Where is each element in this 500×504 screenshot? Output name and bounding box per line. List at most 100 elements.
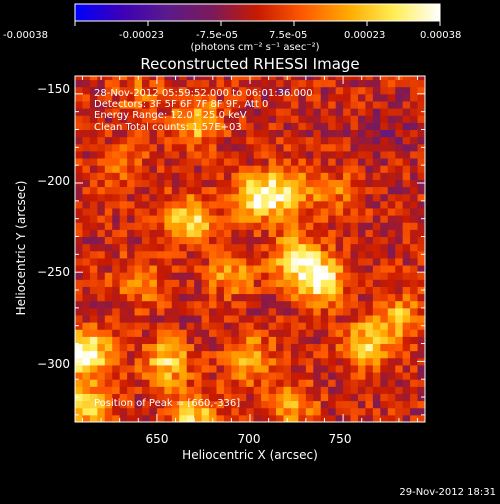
heatmap-cell — [201, 379, 210, 387]
heatmap-cell — [328, 357, 337, 366]
heatmap-cell — [112, 364, 121, 373]
heatmap-cell — [179, 229, 188, 238]
heatmap-cell — [253, 215, 262, 223]
heatmap-cell — [194, 100, 203, 109]
heatmap-cell — [194, 257, 203, 266]
heatmap-cell — [209, 222, 217, 230]
heatmap-cell — [216, 300, 225, 309]
heatmap-cell — [201, 108, 210, 116]
heatmap-cell — [276, 272, 285, 280]
heatmap-cell — [350, 93, 359, 102]
heatmap-cell — [380, 407, 389, 416]
heatmap-cell — [216, 293, 225, 302]
heatmap-cell — [283, 250, 292, 259]
heatmap-cell — [194, 186, 203, 195]
heatmap-cell — [253, 93, 262, 102]
heatmap-cell — [104, 250, 113, 259]
heatmap-cell — [313, 336, 322, 345]
heatmap-cell — [261, 364, 270, 373]
heatmap-cell — [343, 272, 352, 280]
heatmap-cell — [357, 379, 366, 387]
heatmap-cell — [97, 108, 106, 116]
heatmap-cell — [380, 108, 389, 116]
heatmap-cell — [246, 372, 255, 380]
heatmap-cell — [320, 229, 329, 238]
heatmap-cell — [313, 343, 322, 352]
heatmap-cell — [246, 158, 255, 166]
colorbar-tick-label-0: -0.00038 — [3, 30, 48, 41]
heatmap-cell — [313, 322, 322, 330]
heatmap-cell — [305, 243, 314, 252]
heatmap-cell — [119, 393, 128, 402]
heatmap-cell — [216, 265, 225, 273]
heatmap-cell — [305, 122, 314, 130]
heatmap-cell — [119, 179, 128, 188]
heatmap-cell — [276, 372, 285, 380]
heatmap-cell — [320, 393, 329, 402]
heatmap-cell — [253, 76, 262, 81]
heatmap-cell — [313, 314, 322, 323]
heatmap-cell — [201, 86, 210, 95]
heatmap-cell — [365, 236, 374, 245]
heatmap-cell — [276, 79, 285, 88]
heatmap-cell — [171, 179, 180, 188]
heatmap-cell — [231, 343, 240, 352]
heatmap-cell — [395, 193, 404, 202]
heatmap-cell — [313, 115, 322, 123]
heatmap-cell — [89, 229, 98, 238]
heatmap-cell — [350, 79, 359, 88]
heatmap-cell — [261, 293, 270, 302]
heatmap-cell — [298, 236, 307, 245]
heatmap-cell — [238, 122, 247, 130]
heatmap-cell — [97, 300, 106, 309]
heatmap-cell — [164, 143, 173, 152]
heatmap-cell — [365, 143, 374, 152]
heatmap-cell — [246, 314, 255, 323]
heatmap-cell — [328, 150, 337, 159]
heatmap-cell — [97, 379, 106, 387]
heatmap-cell — [268, 300, 277, 309]
heatmap-cell — [387, 236, 396, 245]
heatmap-cell — [149, 122, 158, 130]
heatmap-cell — [134, 108, 143, 116]
heatmap-cell — [134, 229, 143, 238]
heatmap-cell — [134, 350, 143, 359]
heatmap-cell — [350, 122, 359, 130]
heatmap-cell — [246, 179, 255, 188]
heatmap-cell — [372, 257, 381, 266]
heatmap-cell — [112, 343, 121, 352]
heatmap-cell — [276, 329, 285, 337]
heatmap-cell — [365, 100, 374, 109]
heatmap-cell — [97, 193, 106, 202]
heatmap-cell — [298, 350, 307, 359]
heatmap-cell — [97, 172, 106, 180]
heatmap-cell — [335, 143, 344, 152]
heatmap-cell — [387, 100, 396, 109]
heatmap-cell — [357, 122, 366, 130]
heatmap-cell — [410, 379, 419, 387]
heatmap-cell — [313, 79, 322, 88]
heatmap-cell — [142, 76, 150, 81]
heatmap-cell — [276, 414, 285, 422]
heatmap-cell — [357, 257, 366, 266]
heatmap-cell — [290, 372, 299, 380]
heatmap-cell — [246, 86, 255, 95]
heatmap-cell — [276, 193, 285, 202]
heatmap-cell — [216, 93, 225, 102]
heatmap-cell — [305, 179, 314, 188]
heatmap-cell — [223, 307, 232, 316]
heatmap-cell — [179, 108, 188, 116]
heatmap-cell — [75, 364, 83, 373]
heatmap-cell — [82, 414, 91, 422]
heatmap-cell — [320, 343, 329, 352]
heatmap-cell — [372, 200, 381, 209]
heatmap-cell — [171, 200, 180, 209]
heatmap-cell — [127, 136, 136, 145]
heatmap-cell — [410, 229, 419, 238]
heatmap-cell — [112, 215, 121, 223]
heatmap-cell — [417, 372, 425, 380]
heatmap-cell — [149, 100, 158, 109]
heatmap-cell — [387, 272, 396, 280]
heatmap-cell — [216, 393, 225, 402]
